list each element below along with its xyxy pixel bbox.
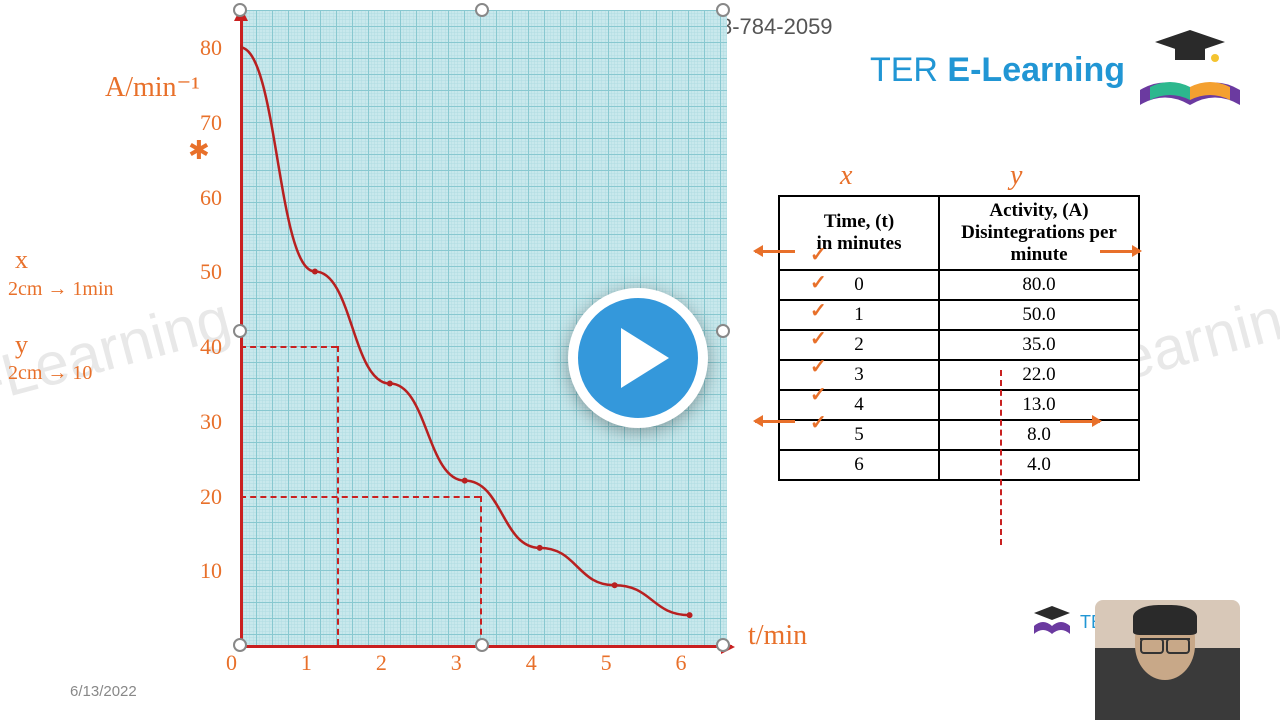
play-button[interactable] [568, 288, 708, 428]
selection-handle-icon [233, 324, 247, 338]
table-dashed-line [1000, 370, 1002, 545]
table-row: 413.0 [779, 390, 1139, 420]
arrow-annotation-icon [1100, 250, 1140, 253]
table-header-activity: Activity, (A)Disintegrations per minute [939, 196, 1139, 270]
data-table: Time, (t)in minutes Activity, (A)Disinte… [778, 195, 1140, 481]
brand-text: TER E-Learning [870, 51, 1125, 90]
x-tick-label: 1 [301, 650, 312, 676]
arrow-annotation-icon [1060, 420, 1100, 423]
play-icon [621, 328, 669, 388]
brand-logo-icon [1140, 30, 1240, 110]
y-tick-label: 30 [200, 409, 222, 435]
arrow-annotation-icon [755, 250, 795, 253]
y-tick-label: 10 [200, 558, 222, 584]
x-tick-label: 4 [526, 650, 537, 676]
checkmark-icon: ✓ [810, 382, 827, 407]
star-mark: ✱ [188, 135, 210, 166]
x-tick-label: 0 [226, 650, 237, 676]
guide-line [240, 496, 480, 498]
scale-y-label: y [15, 330, 28, 360]
y-tick-label: 20 [200, 484, 222, 510]
table-row: 58.0 [779, 420, 1139, 450]
table-row: 322.0 [779, 360, 1139, 390]
selection-handle-icon [716, 324, 730, 338]
guide-line [240, 346, 337, 348]
y-tick-label: 60 [200, 185, 222, 211]
table-row: 235.0 [779, 330, 1139, 360]
checkmark-icon: ✓ [810, 410, 827, 435]
y-tick-label: 40 [200, 334, 222, 360]
scale-x-note: 2cm → 1min [8, 278, 114, 301]
table-y-annotation: y [1010, 160, 1022, 192]
scale-x-label: x [15, 245, 28, 275]
selection-handle-icon [475, 638, 489, 652]
brand-header: TER E-Learning [870, 30, 1240, 110]
x-axis-title: t/min [748, 620, 807, 652]
phone-number: 8-784-2059 [720, 14, 833, 40]
y-tick-label: 80 [200, 35, 222, 61]
checkmark-icon: ✓ [810, 354, 827, 379]
presenter-webcam [1095, 600, 1240, 720]
checkmark-icon: ✓ [810, 270, 827, 295]
guide-line [480, 496, 482, 645]
x-tick-label: 3 [451, 650, 462, 676]
y-axis-title: A/min⁻¹ [105, 70, 200, 104]
table-row: 080.0 [779, 270, 1139, 300]
scale-y-note: 2cm → 10 [8, 362, 92, 385]
selection-handle-icon [233, 3, 247, 17]
date-stamp: 6/13/2022 [70, 683, 137, 700]
table-header-time: Time, (t)in minutes [779, 196, 939, 270]
selection-handle-icon [716, 638, 730, 652]
checkmark-icon: ✓ [810, 298, 827, 323]
table-row: 64.0 [779, 450, 1139, 480]
x-tick-label: 2 [376, 650, 387, 676]
y-tick-label: 70 [200, 110, 222, 136]
checkmark-icon: ✓ [810, 326, 827, 351]
table-x-annotation: x [840, 160, 852, 192]
arrow-annotation-icon [755, 420, 795, 423]
y-tick-label: 50 [200, 259, 222, 285]
brand-footer-logo-icon [1032, 606, 1072, 638]
selection-handle-icon [475, 3, 489, 17]
x-tick-label: 5 [601, 650, 612, 676]
selection-handle-icon [716, 3, 730, 17]
table-row: 150.0 [779, 300, 1139, 330]
x-tick-label: 6 [676, 650, 687, 676]
checkmark-icon: ✓ [810, 242, 827, 267]
